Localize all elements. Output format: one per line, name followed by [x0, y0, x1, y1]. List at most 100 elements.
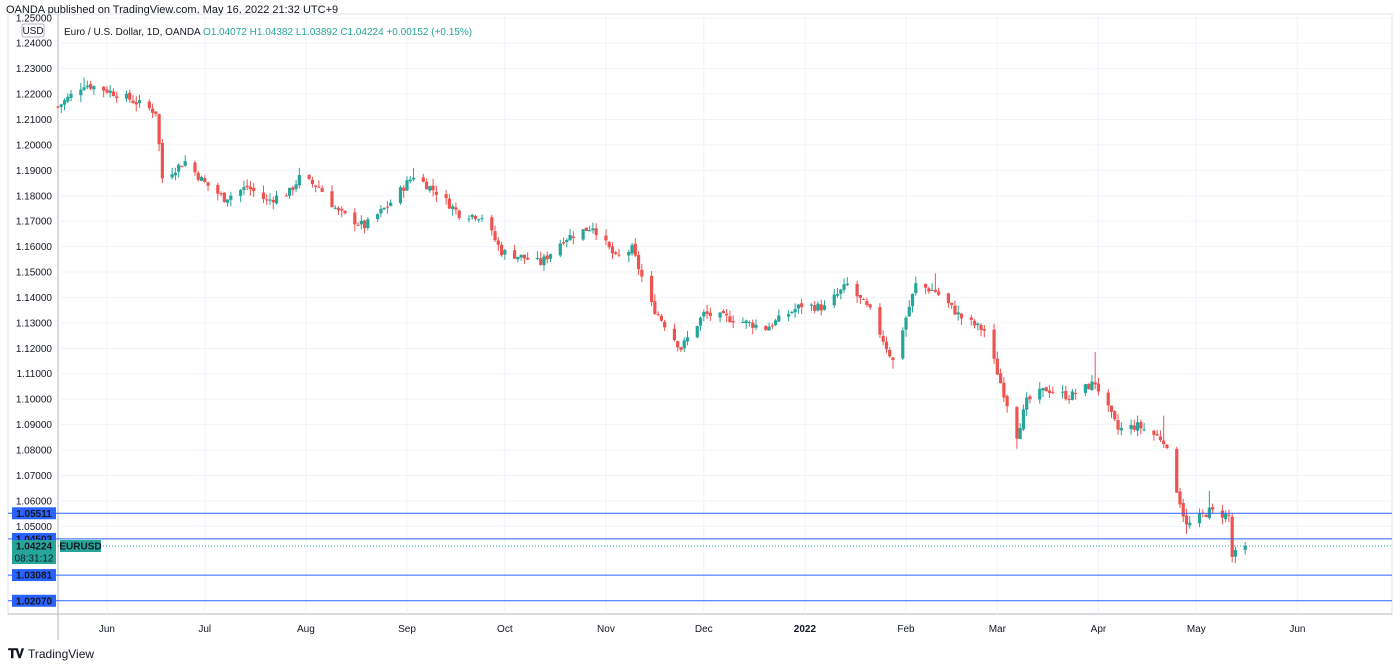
- candle-body: [1165, 444, 1169, 448]
- candle-body: [180, 166, 184, 168]
- candle: [385, 201, 390, 214]
- candle-body: [630, 245, 634, 254]
- candle: [1204, 513, 1208, 518]
- candle: [424, 178, 429, 190]
- candle-body: [610, 246, 615, 254]
- candle: [115, 91, 119, 103]
- candle: [1005, 394, 1009, 413]
- candle: [389, 199, 393, 207]
- candle-body: [229, 195, 233, 200]
- candle: [157, 113, 161, 152]
- candle: [956, 305, 960, 321]
- candle-body: [588, 230, 592, 232]
- candle: [1142, 422, 1146, 432]
- candle-body: [809, 304, 814, 306]
- candle-body: [408, 179, 412, 182]
- price-tick-label: 1.22000: [16, 90, 53, 101]
- candle-body: [252, 187, 256, 192]
- candle: [1162, 415, 1166, 448]
- candle-body: [1152, 430, 1156, 435]
- candle-body: [832, 294, 836, 306]
- level-price-label: 1.04503: [16, 534, 53, 545]
- candle: [79, 82, 83, 103]
- candle: [261, 185, 266, 204]
- candle-body: [1188, 522, 1192, 526]
- time-axis: Jun Jul Aug Sep Oct Nov Dec 2022 Feb Mar Apr May Jun: [99, 624, 1306, 635]
- candle: [1188, 515, 1192, 529]
- candle-body: [330, 191, 334, 208]
- candle-body: [656, 314, 660, 316]
- candle: [1051, 386, 1055, 395]
- candle: [333, 205, 337, 210]
- candle: [1155, 429, 1159, 436]
- candle-body: [454, 207, 458, 210]
- candle-body: [1087, 383, 1091, 390]
- candle-body: [999, 373, 1003, 384]
- candle: [356, 222, 360, 226]
- candle-body: [1224, 513, 1228, 520]
- candle: [183, 155, 187, 167]
- candle-body: [845, 283, 849, 286]
- candle: [969, 314, 973, 326]
- candle: [340, 206, 344, 218]
- candle: [245, 179, 249, 191]
- candle: [216, 182, 220, 201]
- candle-body: [653, 301, 657, 314]
- time-tick-label: Jul: [198, 624, 211, 635]
- candle-body: [310, 179, 315, 185]
- candle-body: [816, 303, 820, 311]
- candle-body: [636, 254, 641, 270]
- candle-body: [904, 317, 908, 330]
- candle: [793, 303, 797, 318]
- candle: [1070, 388, 1074, 401]
- candle-body: [206, 182, 210, 186]
- candle-body: [1106, 392, 1110, 406]
- candle: [790, 310, 794, 315]
- candle-body: [1096, 383, 1101, 392]
- price-tick-label: 1.15000: [16, 268, 53, 279]
- candle: [431, 178, 435, 197]
- level-price-badge: [12, 594, 56, 607]
- candle: [470, 214, 474, 220]
- candle-body: [56, 106, 60, 108]
- candle-body: [698, 317, 703, 326]
- candle: [196, 171, 200, 182]
- candle: [294, 180, 298, 192]
- candle: [59, 103, 63, 114]
- candle-body: [907, 306, 911, 317]
- candle: [930, 283, 934, 291]
- candle-body: [154, 111, 158, 114]
- candle-body: [1093, 382, 1097, 385]
- price-tick-label: 1.06000: [16, 496, 53, 507]
- candle: [728, 310, 732, 324]
- candle-body: [1197, 513, 1202, 524]
- candle-body: [340, 208, 344, 211]
- candle-body: [793, 309, 797, 313]
- candle-body: [239, 189, 243, 196]
- candle-body: [565, 239, 569, 243]
- candle-body: [1038, 388, 1042, 400]
- candle: [193, 160, 197, 176]
- candle-body: [901, 330, 905, 359]
- candle: [473, 214, 478, 222]
- candle: [499, 241, 504, 257]
- candle-body: [294, 184, 298, 189]
- candle: [816, 301, 820, 312]
- candle-body: [115, 96, 119, 99]
- candle-body: [891, 357, 895, 360]
- candle-body: [1135, 422, 1140, 431]
- candle-body: [718, 312, 722, 318]
- candle-body: [1109, 405, 1114, 412]
- candle-body: [69, 93, 73, 98]
- candle: [565, 238, 569, 248]
- candle-body: [242, 187, 246, 190]
- candle: [134, 95, 138, 112]
- price-tick-label: 1.17000: [16, 217, 53, 228]
- candle-body: [268, 199, 272, 201]
- candle: [858, 294, 862, 304]
- candle: [754, 319, 758, 331]
- candle: [1243, 542, 1247, 555]
- candle: [1096, 377, 1101, 396]
- candle: [131, 95, 135, 104]
